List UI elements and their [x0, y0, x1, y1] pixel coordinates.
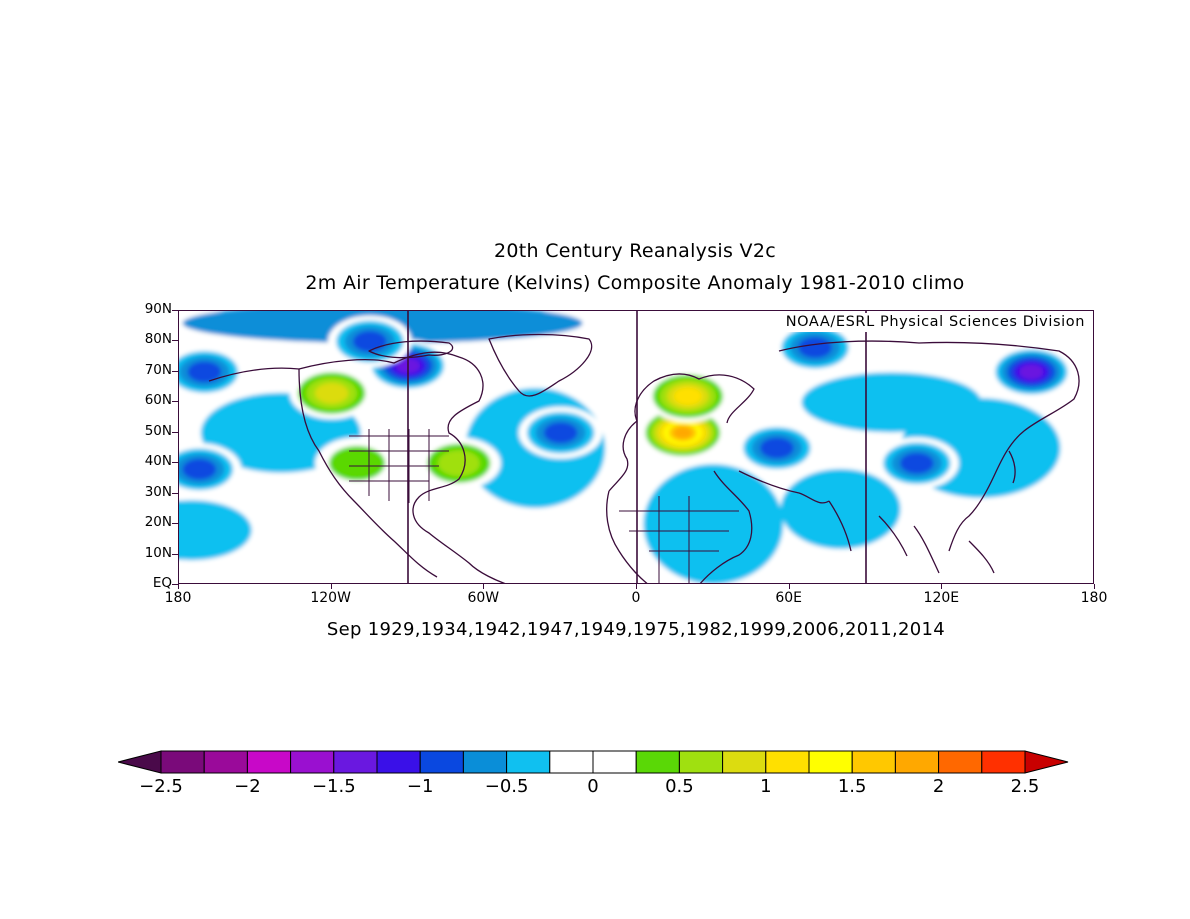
colorbar-tick-label: −1	[406, 776, 434, 797]
lon-tick-label: 120E	[923, 590, 960, 606]
anomaly-region	[760, 437, 794, 459]
colorbar-swatch	[938, 750, 983, 774]
lat-tick-label: EQ	[152, 575, 172, 591]
anomaly-swath	[643, 464, 784, 583]
lat-tick-label: 80N	[144, 331, 172, 348]
colorbar-tick-label: 2	[932, 776, 945, 797]
lat-tick-label: 40N	[144, 453, 172, 470]
lat-tick-mark	[172, 401, 178, 403]
anomaly-field	[179, 311, 1093, 583]
lon-tick-label: 180	[164, 590, 192, 606]
colorbar-tick-label: 0.5	[665, 776, 694, 797]
colorbar-swatch	[722, 750, 767, 774]
title-line-2: 2m Air Temperature (Kelvins) Composite A…	[305, 272, 965, 294]
title-line-1: 20th Century Reanalysis V2c	[494, 240, 776, 262]
lon-tick-label: 0	[631, 590, 641, 606]
anomaly-region	[314, 382, 349, 404]
lon-tick-label: 60E	[775, 590, 802, 606]
colorbar-swatch	[462, 750, 508, 774]
lat-tick-mark	[172, 340, 178, 342]
anomaly-region	[182, 458, 217, 480]
colorbar-tick-label: 1	[760, 776, 772, 797]
lon-tick-label: 60W	[467, 590, 500, 606]
lon-tick-mark	[178, 584, 179, 589]
colorbar-tick-label: −2.5	[139, 776, 183, 797]
anomaly-region	[543, 422, 578, 444]
us-state-borders	[349, 429, 449, 503]
colorbar-swatch	[376, 750, 421, 774]
colorbar-swatch	[549, 750, 594, 774]
colorbar-swatch	[419, 750, 464, 774]
colorbar-swatch	[894, 750, 940, 774]
lat-tick-mark	[172, 553, 178, 555]
anomaly-map: NOAA/ESRL Physical Sciences Division	[178, 310, 1094, 584]
coastline-north-america	[208, 351, 506, 583]
lat-tick-mark	[172, 584, 178, 585]
colorbar-swatch	[203, 750, 248, 774]
colorbar-swatch	[808, 750, 853, 774]
lat-tick-label: 60N	[144, 392, 172, 409]
lat-tick-mark	[172, 310, 178, 311]
anomaly-region	[900, 452, 934, 474]
lat-tick-label: 70N	[144, 361, 172, 378]
coastline-africa	[606, 470, 753, 583]
anomaly-region	[353, 331, 387, 352]
lat-tick-mark	[172, 370, 178, 372]
colorbar-tick-label: −0.5	[484, 776, 529, 797]
colorbar-swatch	[635, 750, 680, 774]
credit-label: NOAA/ESRL Physical Sciences Division	[763, 313, 1091, 332]
lat-tick-label: 10N	[144, 544, 172, 561]
anomaly-region	[673, 427, 693, 439]
lon-tick-mark	[330, 584, 332, 589]
anomaly-region	[329, 445, 386, 481]
colorbar-tick-label: −1.5	[311, 776, 356, 797]
lon-tick-mark	[1094, 584, 1095, 589]
lat-tick-mark	[172, 523, 178, 525]
colorbar-swatch	[333, 750, 378, 774]
anomaly-swath	[179, 500, 252, 561]
lat-tick-label: 50N	[144, 422, 172, 439]
colorbar-swatch	[290, 750, 335, 774]
lat-tick-label: 30N	[144, 483, 172, 500]
colorbar-tick-label: 1.5	[837, 776, 867, 797]
colorbar-swatch	[981, 750, 1026, 774]
lon-tick-label: 120W	[310, 590, 351, 606]
colorbar-below-arrow	[118, 750, 162, 774]
colorbar-swatch	[506, 750, 551, 774]
lon-tick-mark	[788, 584, 790, 589]
anomaly-swath	[780, 468, 901, 549]
coastline-greenland	[488, 333, 593, 397]
anomaly-region	[673, 387, 702, 405]
colorbar-above-arrow	[1024, 750, 1069, 774]
lat-tick-label: 90N	[144, 301, 172, 317]
lat-tick-mark	[172, 462, 178, 464]
anomaly-swath	[801, 372, 982, 433]
lon-tick-mark	[483, 584, 485, 589]
lat-tick-mark	[172, 431, 178, 433]
colorbar-tick-label: 0	[587, 776, 599, 797]
anomaly-region	[798, 337, 832, 358]
colorbar-tick-label: 2.5	[1010, 776, 1040, 797]
anomaly-region	[437, 450, 480, 477]
colorbar-tick-label: −2	[234, 776, 261, 797]
lon-tick-mark	[636, 584, 637, 589]
lon-tick-label: 180	[1080, 590, 1108, 606]
anomaly-region	[187, 361, 222, 383]
colorbar	[118, 750, 1069, 774]
coastline-asia	[778, 340, 1080, 552]
colorbar-swatch	[678, 750, 724, 774]
colorbar-swatch	[160, 750, 205, 774]
lat-tick-mark	[172, 492, 178, 494]
coastline-eurasia-africa	[608, 373, 755, 492]
composite-years-subtitle: Sep 1929,1934,1942,1947,1949,1975,1982,1…	[326, 619, 946, 640]
anomaly-region	[1019, 364, 1044, 380]
colorbar-swatch	[592, 750, 637, 774]
colorbar-swatch	[246, 750, 292, 774]
colorbar-swatch	[851, 750, 896, 774]
lon-tick-mark	[941, 584, 943, 589]
colorbar-swatch	[765, 750, 810, 774]
lat-tick-label: 20N	[144, 514, 172, 531]
